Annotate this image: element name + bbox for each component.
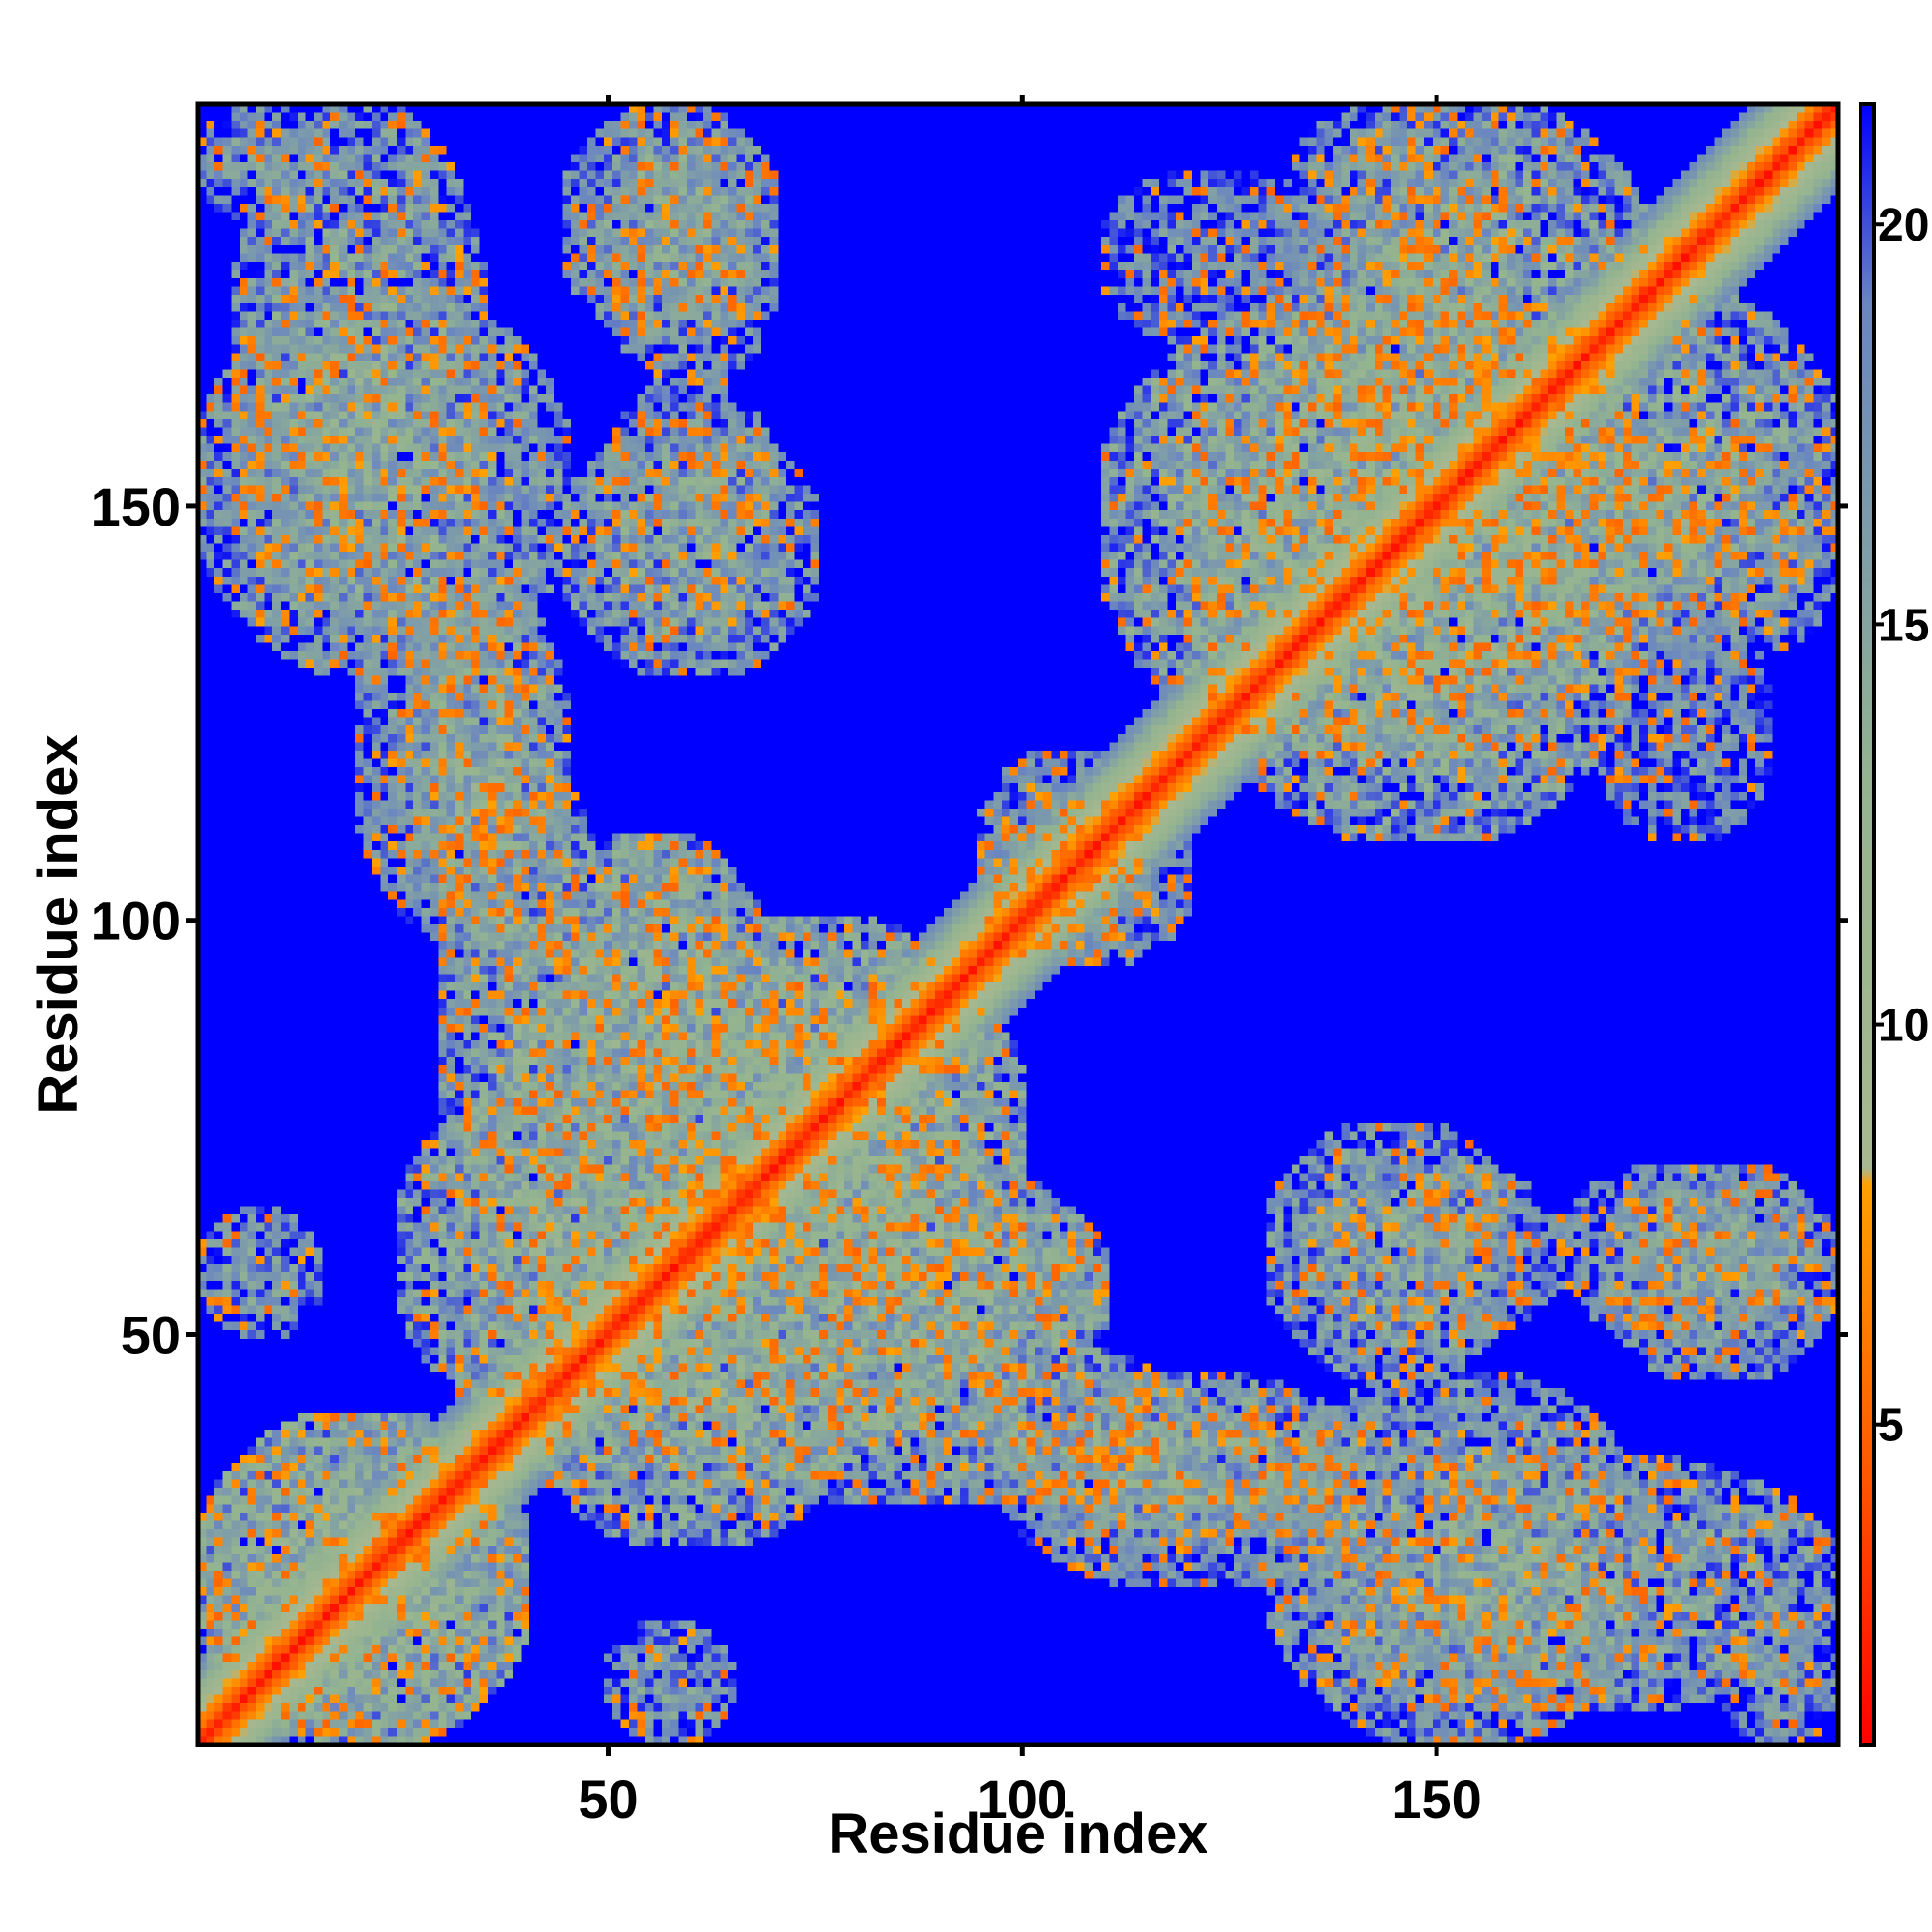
y-axis-title: Residue index [27,734,90,1114]
colorbar-tick-label: 5 [1878,1401,1904,1452]
y-tick-label: 150 [91,476,181,537]
colorbar-tick-label: 20 [1878,200,1929,251]
axis-ticks: 50 100 150 50 100 150 [91,95,1848,1830]
y-tick-label: 100 [91,891,181,952]
x-tick-label: 100 [978,1769,1067,1830]
colorbar-tick-label: 10 [1878,1001,1929,1052]
plot-frame [195,101,1841,1747]
y-tick-label: 50 [121,1305,181,1366]
colorbar-tick-label: 15 [1878,600,1929,651]
x-axis-title: Residue index [828,1803,1208,1865]
heatmap-image [198,104,1838,1745]
colorbar [1859,102,1876,1747]
x-tick-label: 50 [578,1769,638,1830]
x-tick-label: 150 [1391,1769,1481,1830]
colorbar-ticks: 5 10 15 20 [1874,200,1929,1452]
